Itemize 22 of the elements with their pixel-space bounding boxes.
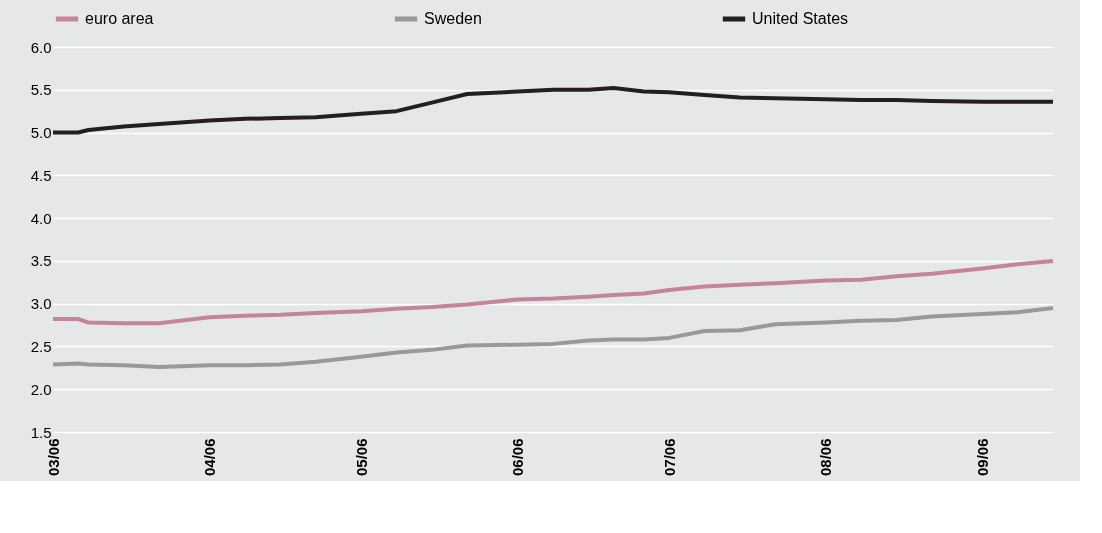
legend-label: euro area — [85, 10, 154, 27]
x-tick-label: 04/06 — [201, 438, 219, 477]
x-tick-label: 07/06 — [660, 438, 678, 477]
x-tick-label: 09/06 — [973, 438, 991, 477]
x-tick-label: 05/06 — [352, 438, 370, 477]
x-tick-label: 08/06 — [817, 438, 835, 477]
y-tick-label: 6.0 — [30, 38, 52, 56]
line-series — [51, 258, 1055, 326]
y-tick-label: 5.5 — [30, 81, 52, 99]
y-tick-label: 3.0 — [30, 295, 52, 313]
y-tick-label: 5.0 — [30, 124, 52, 142]
line-series — [51, 305, 1055, 369]
y-tick-label: 3.5 — [30, 252, 52, 270]
x-tick-label: 06/06 — [509, 438, 527, 477]
x-tick-label: 03/06 — [44, 438, 62, 477]
legend-label: United States — [752, 10, 849, 27]
y-tick-label: 2.5 — [30, 337, 52, 355]
y-tick-label: 2.0 — [30, 380, 52, 398]
line-series — [51, 86, 1055, 135]
y-tick-label: 4.0 — [30, 209, 52, 227]
legend-label: Sweden — [424, 10, 482, 27]
y-tick-label: 4.5 — [30, 166, 52, 184]
